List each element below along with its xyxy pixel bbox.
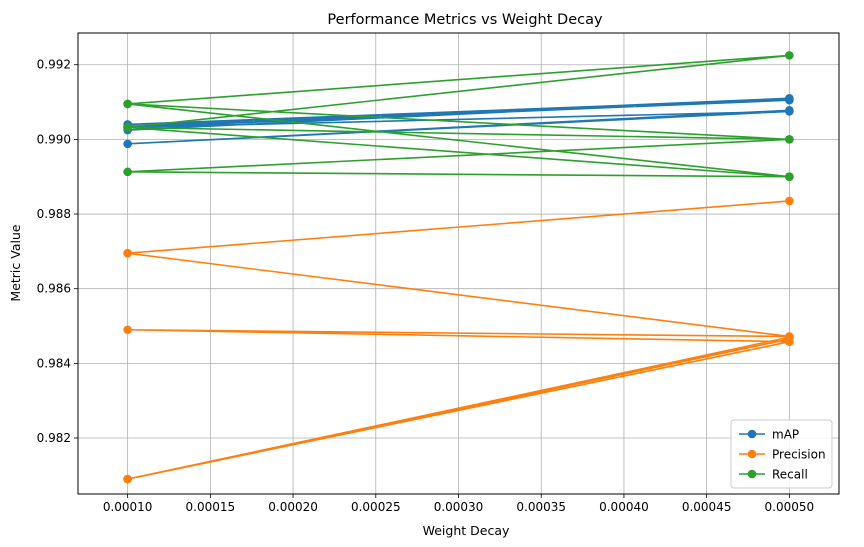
legend-marker-recall <box>747 469 757 479</box>
x-tick-label: 0.00015 <box>186 500 236 514</box>
x-tick-label: 0.00035 <box>516 500 566 514</box>
y-tick-label: 0.984 <box>37 356 71 370</box>
series-line-recall <box>126 54 791 178</box>
data-point-precision <box>123 248 132 258</box>
legend-label-precision: Precision <box>772 448 826 462</box>
legend-label-recall: Recall <box>772 468 808 482</box>
x-tick-label: 0.00020 <box>268 500 318 514</box>
data-point-recall <box>785 172 794 182</box>
legend-label-map: mAP <box>772 428 799 442</box>
data-point-recall <box>123 167 132 177</box>
y-axis-ticks: 0.982 0.984 0.986 0.988 0.990 0.992 <box>37 58 78 445</box>
y-tick-label: 0.986 <box>37 282 71 296</box>
data-point-recall <box>785 51 794 60</box>
data-point-precision <box>785 332 794 342</box>
data-point-precision <box>123 325 132 335</box>
series-line-precision <box>126 200 791 480</box>
data-point-recall <box>123 123 132 132</box>
y-tick-label: 0.990 <box>37 132 71 146</box>
x-tick-label: 0.00040 <box>599 500 649 514</box>
data-point-map <box>785 95 794 105</box>
data-point-precision <box>785 196 794 206</box>
legend-box <box>730 419 833 489</box>
data-point-map <box>123 139 132 149</box>
x-axis-ticks: 0.00010 0.00015 0.00020 0.00025 0.00030 0.000… <box>103 494 814 514</box>
y-tick-label: 0.982 <box>37 431 71 445</box>
x-tick-label: 0.00050 <box>765 500 815 514</box>
series-line-map <box>126 97 791 145</box>
data-point-recall <box>785 135 794 144</box>
x-axis-label: Weight Decay <box>423 523 510 538</box>
x-tick-label: 0.00030 <box>434 500 484 514</box>
legend-marker-precision <box>747 449 757 459</box>
legend: mAP Precision Recall <box>730 419 833 489</box>
x-tick-label: 0.00025 <box>351 500 401 514</box>
y-tick-label: 0.992 <box>37 58 71 72</box>
x-tick-label: 0.00045 <box>682 500 732 514</box>
chart-title: Performance Metrics vs Weight Decay <box>327 12 603 28</box>
data-point-map <box>785 105 794 115</box>
data-point-recall <box>123 99 132 109</box>
series-group <box>123 51 794 484</box>
x-tick-label: 0.00010 <box>103 500 153 514</box>
y-tick-label: 0.988 <box>37 207 71 221</box>
y-axis-label: Metric Value <box>8 224 23 301</box>
legend-marker-map <box>747 429 757 439</box>
data-point-precision <box>123 474 132 484</box>
